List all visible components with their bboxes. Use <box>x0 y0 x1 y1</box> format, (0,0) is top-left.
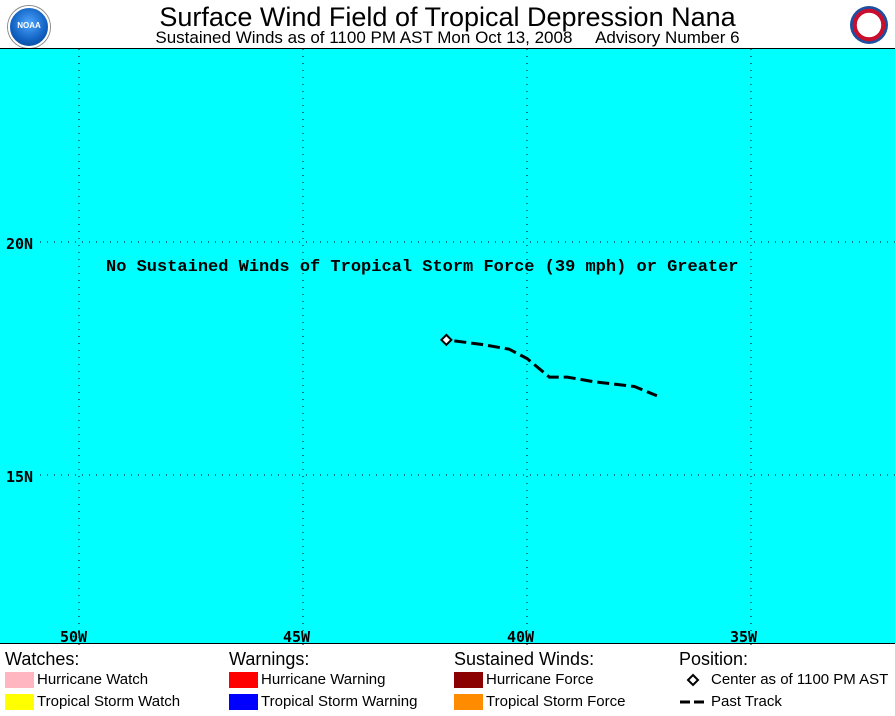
map-canvas <box>40 49 895 645</box>
hurricane-warning-label: Hurricane Warning <box>261 671 386 688</box>
ts-watch-swatch <box>5 694 34 710</box>
wind-field-map: 20N 15N 50W 45W 40W 35W No Sustained Win… <box>0 48 895 646</box>
legend-ts-force: Tropical Storm Force <box>454 691 625 713</box>
center-label: Center as of 1100 PM AST <box>711 671 889 688</box>
map-subtitle: Sustained Winds as of 1100 PM AST Mon Oc… <box>155 28 740 47</box>
ts-force-label: Tropical Storm Force <box>486 693 626 710</box>
dashed-line-icon <box>680 700 707 704</box>
lon-label-40w: 40W <box>507 628 535 646</box>
hurricane-force-label: Hurricane Force <box>486 671 594 688</box>
past-track <box>446 338 658 398</box>
header: NOAA Surface Wind Field of Tropical Depr… <box>0 0 895 48</box>
legend-warnings: Warnings: Hurricane Warning Tropical Sto… <box>229 649 417 713</box>
ts-force-swatch <box>454 694 483 710</box>
legend-hurricane-watch: Hurricane Watch <box>5 669 148 691</box>
no-ts-winds-notice: No Sustained Winds of Tropical Storm For… <box>106 258 739 277</box>
legend-warnings-heading: Warnings: <box>229 649 310 669</box>
legend-winds: Sustained Winds: Hurricane Force Tropica… <box>454 649 625 713</box>
storm-center-diamond-icon <box>439 333 453 347</box>
legend-position-heading: Position: <box>679 649 749 669</box>
legend: Watches: Hurricane Watch Tropical Storm … <box>0 645 895 716</box>
legend-ts-watch: Tropical Storm Watch <box>5 691 180 713</box>
gridlines <box>40 49 895 645</box>
ts-watch-label: Tropical Storm Watch <box>37 693 181 710</box>
noaa-logo-icon: NOAA <box>8 6 50 48</box>
map-title: Surface Wind Field of Tropical Depressio… <box>159 2 736 32</box>
legend-hurricane-force: Hurricane Force <box>454 669 594 691</box>
lon-label-45w: 45W <box>283 628 311 646</box>
legend-position: Position: Center as of 1100 PM AST Past … <box>679 649 888 713</box>
legend-ts-warning: Tropical Storm Warning <box>229 691 417 713</box>
lon-label-50w: 50W <box>60 628 88 646</box>
legend-watches-heading: Watches: <box>5 649 80 669</box>
legend-winds-heading: Sustained Winds: <box>454 649 595 669</box>
legend-center: Center as of 1100 PM AST <box>679 669 888 691</box>
nws-logo-icon <box>850 6 888 44</box>
legend-hurricane-warning: Hurricane Warning <box>229 669 386 691</box>
hurricane-watch-label: Hurricane Watch <box>37 671 149 688</box>
storm-center <box>439 333 453 347</box>
lat-label-15n: 15N <box>6 468 34 486</box>
ts-warning-swatch <box>229 694 258 710</box>
hurricane-warning-swatch <box>229 672 258 688</box>
ts-warning-label: Tropical Storm Warning <box>261 693 418 710</box>
diamond-icon <box>686 673 700 687</box>
past-track-line <box>446 338 658 398</box>
past-track-label: Past Track <box>711 693 782 710</box>
hurricane-force-swatch <box>454 672 483 688</box>
lon-label-35w: 35W <box>730 628 758 646</box>
lat-label-20n: 20N <box>6 235 34 253</box>
legend-past-track: Past Track <box>679 691 782 713</box>
hurricane-watch-swatch <box>5 672 34 688</box>
legend-watches: Watches: Hurricane Watch Tropical Storm … <box>5 649 180 713</box>
